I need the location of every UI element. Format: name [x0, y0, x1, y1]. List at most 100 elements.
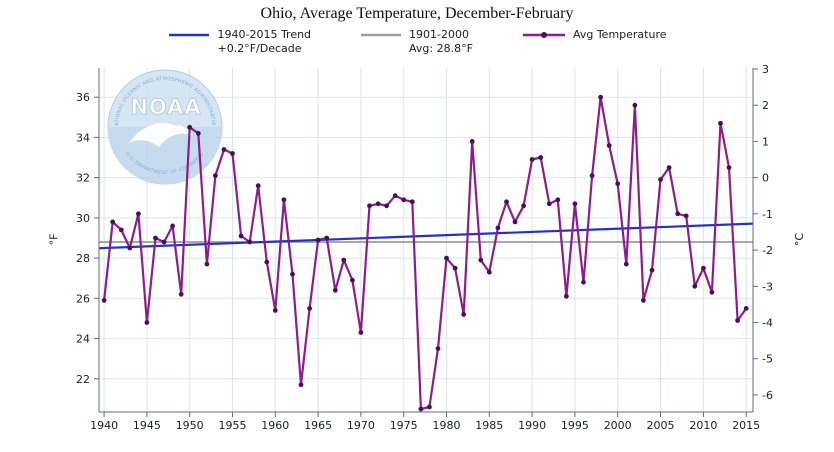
data-point-1980[interactable] — [444, 255, 449, 261]
data-point-1998[interactable] — [598, 94, 603, 100]
data-point-1991[interactable] — [538, 155, 544, 160]
data-point-1976[interactable] — [409, 199, 415, 205]
data-point-1951[interactable] — [195, 131, 201, 136]
data-point-1973[interactable] — [384, 203, 389, 209]
data-point-1952[interactable] — [204, 261, 210, 267]
data-point-1964[interactable] — [307, 306, 312, 311]
data-point-1989[interactable] — [521, 203, 526, 209]
svg-text:36: 36 — [76, 91, 90, 104]
data-point-1966[interactable] — [324, 235, 330, 241]
svg-text:1985: 1985 — [475, 419, 503, 432]
data-point-2005[interactable] — [658, 177, 663, 183]
legend-label-average: 1901-2000 — [409, 28, 470, 41]
data-point-2011[interactable] — [709, 289, 715, 295]
data-point-1945[interactable] — [144, 320, 150, 325]
data-point-1942[interactable] — [118, 227, 124, 233]
data-point-1996[interactable] — [581, 279, 586, 285]
data-point-2014[interactable] — [735, 318, 740, 323]
data-point-1948[interactable] — [170, 223, 176, 229]
data-point-1954[interactable] — [221, 147, 227, 152]
data-point-1995[interactable] — [572, 201, 578, 207]
data-point-2004[interactable] — [649, 267, 655, 273]
svg-text:26: 26 — [76, 292, 90, 305]
data-point-1957[interactable] — [247, 239, 253, 245]
svg-text:2005: 2005 — [647, 419, 675, 432]
data-point-1982[interactable] — [461, 312, 467, 317]
svg-text:1975: 1975 — [390, 419, 418, 432]
data-point-1986[interactable] — [495, 225, 501, 231]
data-point-2006[interactable] — [666, 165, 672, 171]
data-point-1975[interactable] — [401, 197, 407, 203]
data-point-1955[interactable] — [230, 151, 235, 156]
data-point-1961[interactable] — [281, 197, 287, 203]
data-point-1968[interactable] — [341, 257, 347, 263]
data-point-1984[interactable] — [478, 257, 484, 263]
data-point-1988[interactable] — [512, 219, 518, 225]
data-point-1970[interactable] — [358, 330, 364, 335]
data-point-2001[interactable] — [623, 261, 629, 267]
data-point-1967[interactable] — [332, 287, 338, 293]
data-point-2008[interactable] — [683, 213, 689, 219]
data-point-1946[interactable] — [153, 235, 158, 241]
data-point-1958[interactable] — [255, 183, 261, 189]
noaa-wordmark: NOAA — [130, 95, 201, 119]
data-point-1963[interactable] — [298, 382, 304, 388]
svg-text:1965: 1965 — [304, 419, 332, 432]
legend-sublabel-trend: +0.2°F/Decade — [217, 42, 302, 55]
data-point-1977[interactable] — [418, 406, 424, 412]
data-point-1959[interactable] — [264, 259, 270, 265]
svg-text:22: 22 — [76, 373, 90, 386]
data-point-1960[interactable] — [272, 308, 278, 313]
data-point-1987[interactable] — [504, 199, 509, 205]
data-point-1971[interactable] — [367, 203, 372, 209]
data-point-2003[interactable] — [641, 298, 646, 303]
data-point-1992[interactable] — [546, 201, 552, 207]
data-point-1997[interactable] — [589, 173, 595, 179]
data-point-2015[interactable] — [743, 306, 749, 311]
data-point-1974[interactable] — [392, 193, 398, 199]
noaa-gull-icon — [129, 122, 193, 147]
svg-text:2010: 2010 — [689, 419, 717, 432]
legend-item-trend[interactable]: 1940-2015 Trend +0.2°F/Decade — [167, 28, 311, 55]
data-point-1981[interactable] — [452, 265, 458, 271]
data-point-1983[interactable] — [469, 139, 475, 144]
data-point-1999[interactable] — [606, 143, 612, 148]
data-point-2007[interactable] — [675, 211, 681, 217]
data-point-1972[interactable] — [375, 201, 381, 207]
data-point-1943[interactable] — [127, 245, 133, 251]
data-point-1949[interactable] — [178, 291, 184, 297]
data-point-1940[interactable] — [101, 298, 107, 303]
data-point-1985[interactable] — [486, 269, 492, 275]
data-point-1947[interactable] — [161, 239, 167, 245]
svg-text:1950: 1950 — [176, 419, 204, 432]
svg-text:1: 1 — [762, 135, 769, 148]
data-point-2009[interactable] — [692, 283, 698, 289]
data-point-1990[interactable] — [529, 157, 535, 162]
legend-item-series[interactable]: Avg Temperature — [521, 28, 667, 55]
data-point-2002[interactable] — [632, 102, 638, 108]
data-point-2012[interactable] — [718, 120, 723, 126]
svg-text:2000: 2000 — [604, 419, 632, 432]
data-point-1941[interactable] — [110, 219, 116, 225]
data-point-1965[interactable] — [315, 237, 321, 243]
data-point-1956[interactable] — [238, 233, 244, 239]
data-point-2010[interactable] — [701, 265, 706, 271]
data-point-1994[interactable] — [564, 293, 569, 299]
data-point-1979[interactable] — [435, 346, 441, 351]
svg-text:1995: 1995 — [561, 419, 589, 432]
data-point-2000[interactable] — [615, 181, 621, 187]
svg-text:28: 28 — [76, 252, 90, 265]
legend-label-trend: 1940-2015 Trend — [217, 28, 312, 41]
data-point-2013[interactable] — [726, 165, 732, 171]
data-point-1993[interactable] — [555, 197, 561, 203]
svg-text:1980: 1980 — [433, 419, 461, 432]
data-point-1944[interactable] — [136, 211, 141, 217]
data-point-1962[interactable] — [290, 271, 295, 277]
data-point-1978[interactable] — [427, 404, 432, 410]
data-point-1950[interactable] — [187, 124, 193, 130]
data-point-1953[interactable] — [213, 173, 218, 179]
svg-text:-3: -3 — [762, 280, 773, 293]
chart-legend: 1940-2015 Trend +0.2°F/Decade 1901-2000 … — [0, 28, 834, 55]
data-point-1969[interactable] — [350, 277, 355, 283]
legend-item-average[interactable]: 1901-2000 Avg: 28.8°F — [359, 28, 473, 55]
